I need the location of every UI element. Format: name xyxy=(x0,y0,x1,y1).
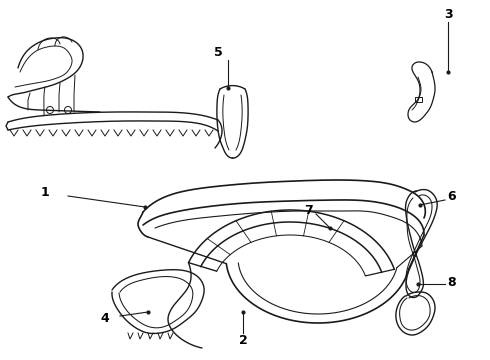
Text: 7: 7 xyxy=(304,203,313,216)
Text: 8: 8 xyxy=(448,275,456,288)
Text: 2: 2 xyxy=(239,333,247,346)
Text: 6: 6 xyxy=(448,189,456,202)
Text: 1: 1 xyxy=(41,185,49,198)
Text: 5: 5 xyxy=(214,45,222,58)
Bar xyxy=(415,97,422,102)
Text: 4: 4 xyxy=(100,311,109,324)
Text: 3: 3 xyxy=(443,8,452,21)
